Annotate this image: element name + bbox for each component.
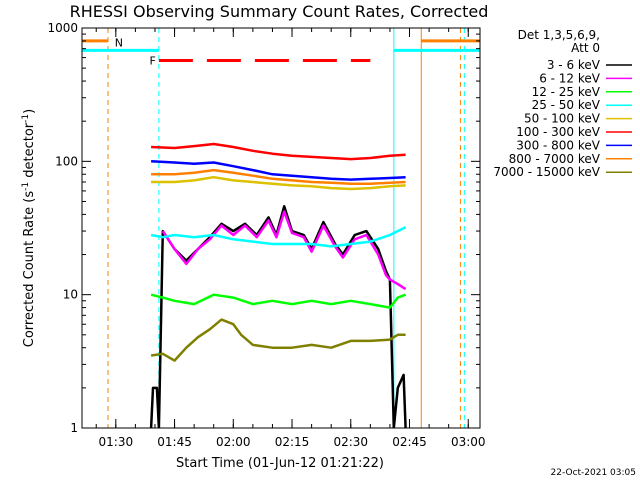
legend-label: 300 - 800 keV — [516, 138, 600, 152]
ylabel-end: ) — [22, 109, 37, 114]
y-tick-label: 10 — [63, 288, 78, 302]
flag-label-F: F — [150, 55, 156, 68]
series-line — [151, 160, 406, 181]
series-line — [150, 226, 407, 248]
ylabel-sup1: -1 — [21, 182, 31, 191]
x-tick-label: 03:00 — [451, 435, 486, 449]
x-tick-label: 01:45 — [157, 435, 192, 449]
flag-bars: SNF — [82, 36, 480, 68]
series-line — [150, 318, 406, 362]
x-tick-label: 01:30 — [99, 435, 134, 449]
legend-label: 50 - 100 keV — [524, 112, 601, 126]
legend-header-line2: Att 0 — [571, 41, 600, 55]
footer-timestamp: 22-Oct-2021 03:05 — [551, 468, 636, 478]
series-line — [151, 168, 406, 185]
x-axis-label: Start Time (01-Jun-12 01:21:22) — [176, 456, 384, 471]
ylabel-sup2: -1 — [21, 114, 31, 123]
legend-header-line1: Det 1,3,5,6,9, — [518, 28, 600, 42]
chart-title: RHESSI Observing Summary Count Rates, Co… — [70, 2, 489, 21]
y-axis: 1 10 100 1000 — [47, 21, 480, 435]
ylabel-mid: detector — [22, 122, 37, 182]
y-tick-label: 1 — [70, 421, 78, 435]
x-tick-label: 02:30 — [333, 435, 368, 449]
y-tick-label: 100 — [55, 154, 78, 168]
series-lines — [149, 142, 407, 428]
plot-frame — [81, 27, 481, 429]
legend-label: 7000 - 15000 keV — [493, 165, 600, 179]
series-line — [150, 293, 407, 309]
ylabel-main: Corrected Count Rate (s — [22, 191, 37, 348]
x-axis: 01:30 01:45 02:00 02:15 02:30 02:45 03:00 — [95, 28, 486, 449]
series-line — [151, 142, 406, 161]
x-tick-label: 02:00 — [216, 435, 251, 449]
y-axis-label: Corrected Count Rate (s-1 detector-1) — [21, 109, 37, 347]
series-line — [151, 175, 406, 191]
x-tick-label: 02:15 — [275, 435, 310, 449]
legend-label: 100 - 300 keV — [516, 125, 600, 139]
legend-label: 6 - 12 keV — [539, 71, 601, 85]
vertical-markers — [107, 28, 465, 428]
series-line — [161, 210, 407, 291]
x-tick-label: 02:45 — [392, 435, 427, 449]
legend-label: 12 - 25 keV — [532, 85, 601, 99]
flag-label-N: N — [115, 36, 123, 49]
legend-label: 800 - 7000 keV — [509, 152, 601, 166]
y-tick-label: 1000 — [47, 21, 78, 35]
series-line — [149, 205, 407, 428]
legend-label: 3 - 6 keV — [547, 58, 601, 72]
legend-label: 25 - 50 keV — [532, 98, 601, 112]
